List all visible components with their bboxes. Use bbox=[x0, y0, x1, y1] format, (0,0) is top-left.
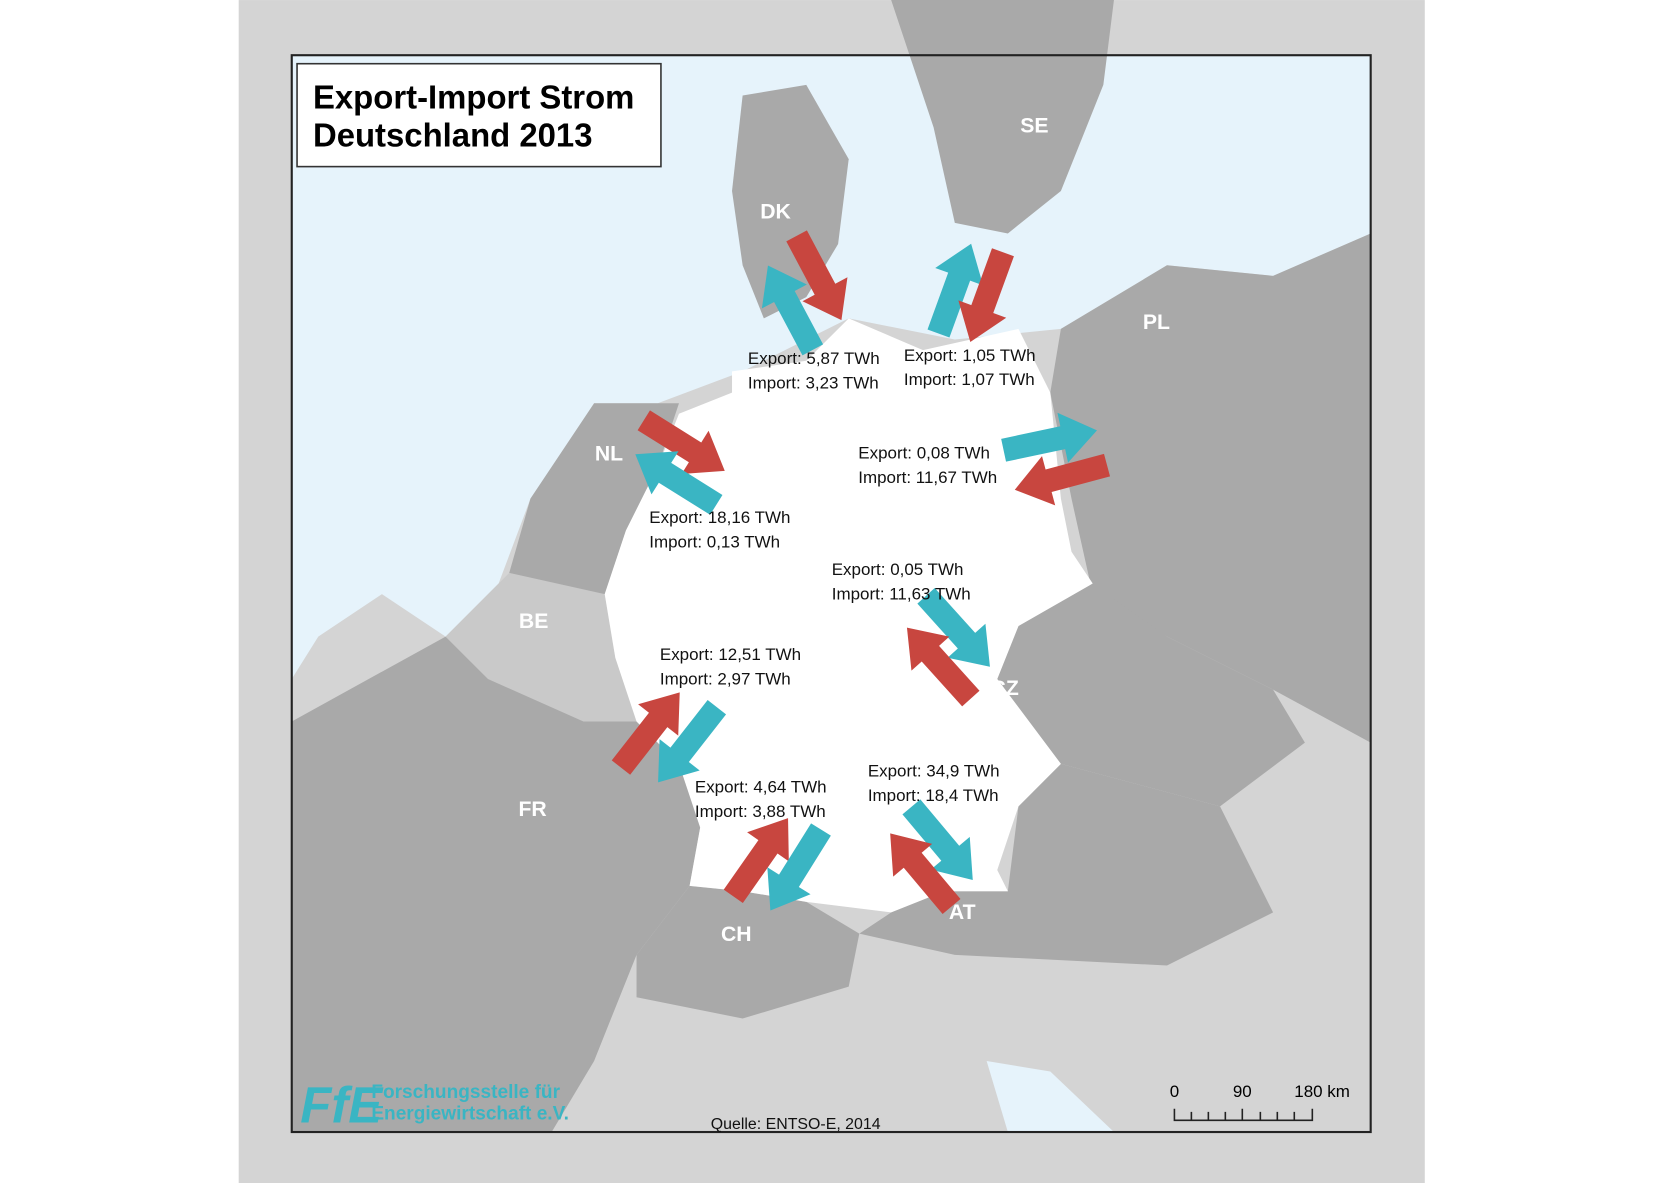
flow-import: Import: 18,4 TWh bbox=[868, 786, 999, 805]
flow-import: Import: 0,13 TWh bbox=[649, 532, 780, 551]
country-label: BE bbox=[519, 610, 548, 633]
title: Export-Import Strom bbox=[313, 78, 634, 115]
neighbor bbox=[291, 636, 701, 1133]
neighbor bbox=[509, 403, 679, 605]
country-label: DK bbox=[760, 201, 791, 224]
sea bbox=[291, 55, 1371, 680]
germany bbox=[604, 318, 1093, 913]
neighbor bbox=[997, 583, 1305, 807]
country-label: PL bbox=[1143, 311, 1170, 334]
logo-mark: FfE bbox=[300, 1076, 384, 1133]
flow-import: Import: 11,67 TWh bbox=[858, 468, 997, 487]
title-box bbox=[296, 62, 662, 168]
scale-label: 0 bbox=[1170, 1082, 1179, 1101]
flow-import: Import: 1,07 TWh bbox=[904, 370, 1035, 389]
scale-label: 90 bbox=[1233, 1082, 1252, 1101]
flow-import: Import: 11,63 TWh bbox=[832, 584, 971, 603]
flow-import: Import: 3,88 TWh bbox=[695, 802, 826, 821]
neighbor bbox=[445, 572, 637, 722]
flow-export: Export: 18,16 TWh bbox=[649, 508, 790, 527]
logo-text: Energiewirtschaft e.V. bbox=[371, 1103, 569, 1124]
map-frame bbox=[290, 54, 1372, 1134]
source: Quelle: ENTSO-E, 2014 bbox=[711, 1116, 881, 1133]
sea-south bbox=[986, 1060, 1114, 1133]
title: Deutschland 2013 bbox=[313, 116, 593, 153]
flow-export: Export: 1,05 TWh bbox=[904, 346, 1036, 365]
scale-bar bbox=[1173, 1108, 1314, 1122]
flow-export: Export: 4,64 TWh bbox=[695, 778, 827, 797]
flow-labels: Export: 5,87 TWh Import: 3,23 TWh Export: … bbox=[649, 346, 1035, 821]
logo-text: Forschungsstelle für bbox=[371, 1082, 560, 1103]
country-label: SE bbox=[1020, 115, 1048, 138]
country-label: NL bbox=[595, 442, 623, 465]
flow-export: Export: 0,05 TWh bbox=[832, 560, 964, 579]
country-label: FR bbox=[518, 798, 546, 821]
scale-label: 180 km bbox=[1294, 1082, 1350, 1101]
flow-import: Import: 2,97 TWh bbox=[660, 669, 791, 688]
flow-export: Export: 34,9 TWh bbox=[868, 762, 1000, 781]
flow-import: Import: 3,23 TWh bbox=[748, 373, 879, 392]
country-label: CH bbox=[721, 923, 752, 946]
flow-export: Export: 12,51 TWh bbox=[660, 645, 801, 664]
neighbor bbox=[891, 0, 1114, 234]
country-label: AT bbox=[949, 901, 976, 924]
flow-export: Export: 0,08 TWh bbox=[858, 443, 990, 462]
neighbor bbox=[859, 763, 1274, 966]
neighbor bbox=[636, 885, 860, 1019]
flow-export: Export: 5,87 TWh bbox=[748, 349, 880, 368]
country-label: CZ bbox=[991, 677, 1019, 700]
